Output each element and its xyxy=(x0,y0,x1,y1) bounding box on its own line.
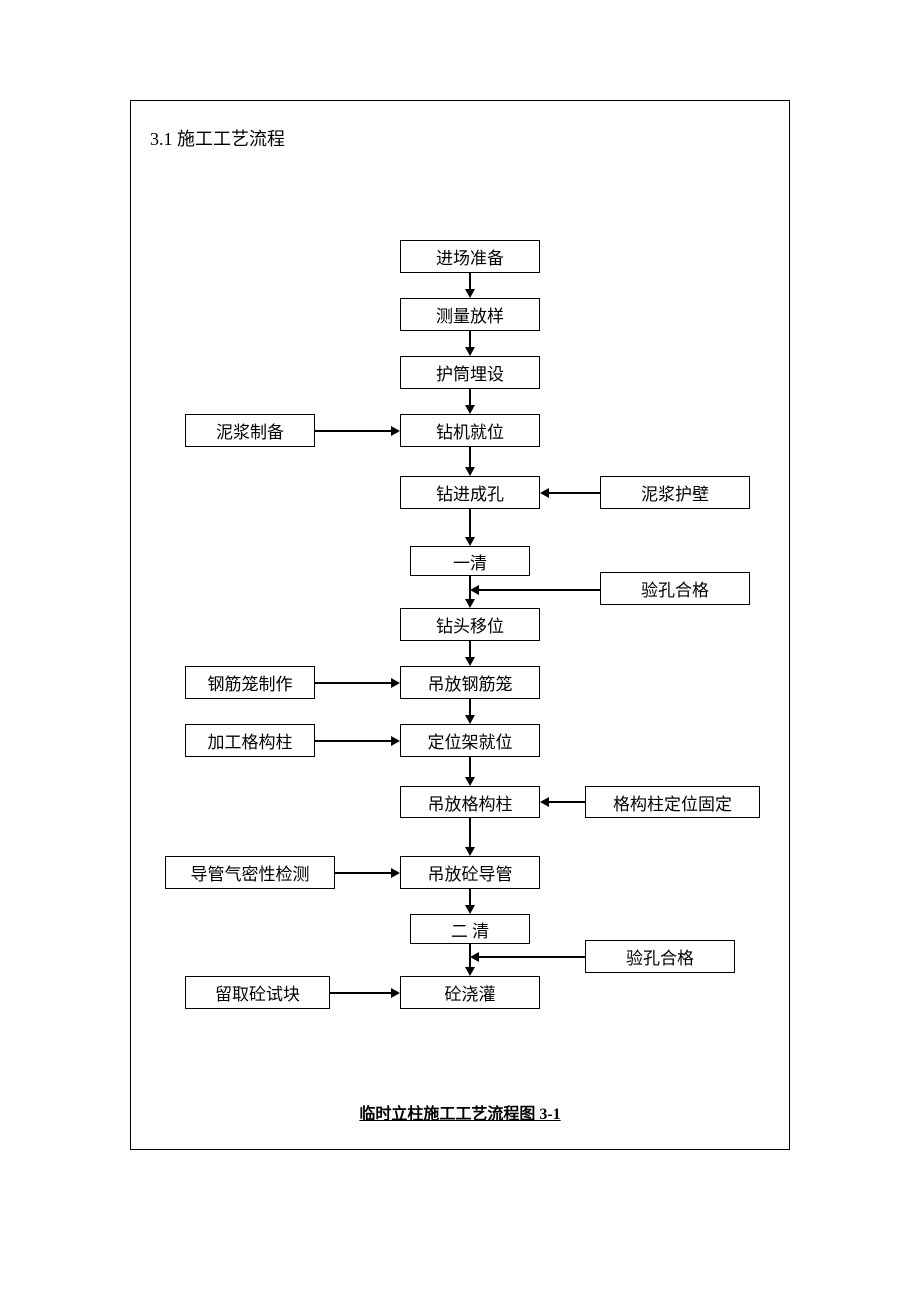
arrow-head-icon xyxy=(470,585,479,595)
flow-node: 钻机就位 xyxy=(400,414,540,447)
flow-node: 吊放砼导管 xyxy=(400,856,540,889)
flowchart-canvas: 进场准备测量放样护筒埋设钻机就位钻进成孔一清钻头移位吊放钢筋笼定位架就位吊放格构… xyxy=(130,220,790,1050)
flow-node: 验孔合格 xyxy=(585,940,735,973)
arrow-line xyxy=(315,430,392,432)
arrow-head-icon xyxy=(465,537,475,546)
arrow-line xyxy=(469,389,471,406)
arrow-head-icon xyxy=(465,657,475,666)
flow-node: 钻头移位 xyxy=(400,608,540,641)
arrow-line xyxy=(469,273,471,290)
arrow-head-icon xyxy=(465,405,475,414)
flow-node: 二 清 xyxy=(410,914,530,944)
arrow-line xyxy=(548,801,585,803)
arrow-head-icon xyxy=(465,967,475,976)
flow-node: 护筒埋设 xyxy=(400,356,540,389)
flow-node: 定位架就位 xyxy=(400,724,540,757)
arrow-head-icon xyxy=(465,347,475,356)
flow-node: 泥浆制备 xyxy=(185,414,315,447)
arrow-head-icon xyxy=(470,952,479,962)
flow-node: 一清 xyxy=(410,546,530,576)
flow-node: 吊放钢筋笼 xyxy=(400,666,540,699)
arrow-line xyxy=(548,492,600,494)
flow-node: 钢筋笼制作 xyxy=(185,666,315,699)
arrow-line xyxy=(478,956,585,958)
arrow-head-icon xyxy=(391,736,400,746)
arrow-head-icon xyxy=(465,467,475,476)
arrow-line xyxy=(335,872,392,874)
arrow-line xyxy=(469,699,471,716)
flow-node: 加工格构柱 xyxy=(185,724,315,757)
arrow-line xyxy=(469,757,471,778)
arrow-line xyxy=(330,992,392,994)
flow-node: 留取砼试块 xyxy=(185,976,330,1009)
flow-node: 验孔合格 xyxy=(600,572,750,605)
flow-node: 钻进成孔 xyxy=(400,476,540,509)
arrow-line xyxy=(469,331,471,348)
arrow-line xyxy=(469,641,471,658)
flow-node: 进场准备 xyxy=(400,240,540,273)
arrow-head-icon xyxy=(465,905,475,914)
arrow-head-icon xyxy=(391,868,400,878)
arrow-line xyxy=(469,889,471,906)
figure-caption: 临时立柱施工工艺流程图 3-1 xyxy=(130,1100,790,1124)
arrow-line xyxy=(469,447,471,468)
flow-node: 导管气密性检测 xyxy=(165,856,335,889)
arrow-head-icon xyxy=(540,488,549,498)
arrow-line xyxy=(469,818,471,848)
arrow-head-icon xyxy=(465,777,475,786)
arrow-line xyxy=(469,509,471,538)
arrow-head-icon xyxy=(391,678,400,688)
flow-node: 砼浇灌 xyxy=(400,976,540,1009)
arrow-head-icon xyxy=(465,847,475,856)
flow-node: 泥浆护壁 xyxy=(600,476,750,509)
arrow-head-icon xyxy=(465,289,475,298)
flow-node: 格构柱定位固定 xyxy=(585,786,760,818)
flow-node: 测量放样 xyxy=(400,298,540,331)
arrow-head-icon xyxy=(540,797,549,807)
flow-node: 吊放格构柱 xyxy=(400,786,540,818)
arrow-line xyxy=(315,682,392,684)
arrow-head-icon xyxy=(465,599,475,608)
section-title: 3.1 施工工艺流程 xyxy=(150,125,285,151)
arrow-line xyxy=(315,740,392,742)
arrow-line xyxy=(478,589,600,591)
arrow-head-icon xyxy=(391,988,400,998)
arrow-head-icon xyxy=(465,715,475,724)
arrow-head-icon xyxy=(391,426,400,436)
